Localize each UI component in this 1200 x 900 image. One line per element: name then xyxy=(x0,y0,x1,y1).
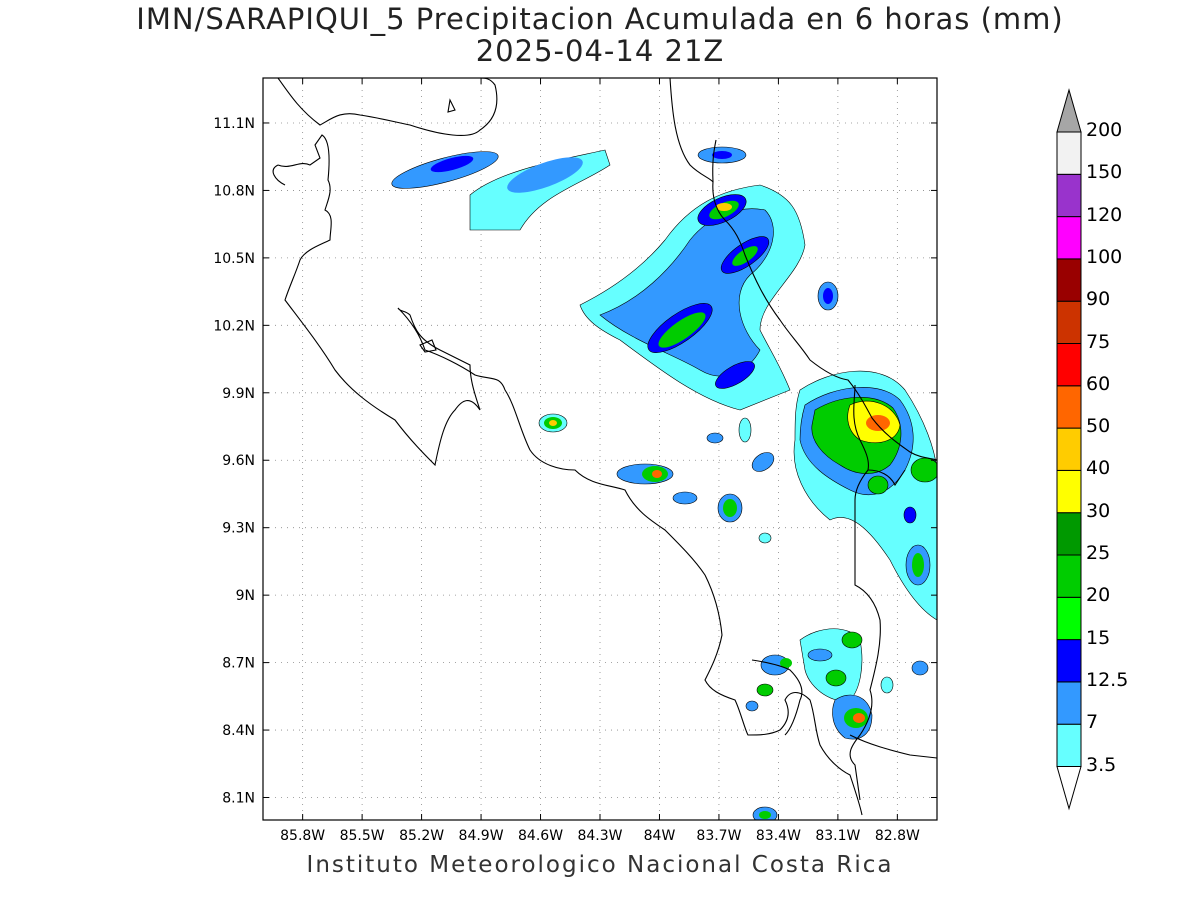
lat-tick-label: 10.2N xyxy=(213,318,255,334)
colorbar-swatch xyxy=(1056,258,1082,302)
colorbar-swatch xyxy=(1056,427,1082,471)
lon-tick-label: 85.8W xyxy=(280,828,325,844)
colorbar-label: 200 xyxy=(1086,119,1123,141)
colorbar-label: 7 xyxy=(1086,711,1099,734)
lon-tick-label: 84.3W xyxy=(577,828,622,844)
map-gridlines xyxy=(263,78,937,820)
colorbar-label: 30 xyxy=(1086,499,1111,522)
coastlines xyxy=(272,78,937,816)
rain-cell xyxy=(752,660,929,820)
colorbar-label: 20 xyxy=(1086,584,1111,607)
axis-ticks: 85.8W 85.5W 85.2W 84.9W 84.6W 84.3W 84W 83.7W 83… xyxy=(213,78,937,844)
colorbar-label: 12.5 xyxy=(1086,668,1129,691)
colorbar-label: 25 xyxy=(1086,542,1111,564)
rain-cell xyxy=(391,151,499,189)
colorbar-label: 150 xyxy=(1086,161,1123,184)
colorbar-label: 40 xyxy=(1086,457,1111,480)
lat-tick-label: 9.6N xyxy=(222,453,255,469)
rain-cell xyxy=(799,628,863,702)
rain-cell xyxy=(616,463,698,505)
lon-tick-label: 82.8W xyxy=(875,828,920,844)
lat-tick-label: 9.3N xyxy=(222,521,255,537)
colorbar-over-triangle xyxy=(1056,88,1082,133)
colorbar-label: 3.5 xyxy=(1086,753,1117,776)
lat-tick-label: 11.1N xyxy=(213,116,255,132)
colorbar-swatch xyxy=(1056,216,1082,260)
colorbar-label: 75 xyxy=(1086,330,1111,353)
lat-tick-label: 10.8N xyxy=(213,183,255,199)
lon-tick-label: 85.5W xyxy=(340,828,385,844)
colorbar-swatch xyxy=(1056,512,1082,556)
map-datetime: 2025-04-14 21Z xyxy=(475,34,725,68)
rain-cell xyxy=(579,184,806,411)
colorbar-label: 90 xyxy=(1086,288,1111,311)
lon-tick-label: 83.7W xyxy=(696,828,741,844)
colorbar-label: 100 xyxy=(1086,245,1123,268)
lon-tick-label: 83.4W xyxy=(756,828,801,844)
colorbar-swatch xyxy=(1056,343,1082,387)
lat-tick-label: 8.1N xyxy=(222,791,255,807)
colorbar-swatch xyxy=(1056,596,1082,641)
colorbar-under-triangle xyxy=(1056,766,1082,811)
colorbar-label: 60 xyxy=(1086,372,1111,395)
lat-tick-label: 9.9N xyxy=(222,386,255,402)
lon-tick-label: 84.6W xyxy=(518,828,563,844)
colorbar-label: 15 xyxy=(1086,626,1111,649)
colorbar-swatch xyxy=(1056,723,1082,768)
colorbar-swatch xyxy=(1056,300,1082,344)
rain-cell xyxy=(538,413,568,433)
lon-tick-label: 84W xyxy=(644,828,676,844)
rain-cell xyxy=(469,149,611,231)
lon-tick-label: 85.2W xyxy=(399,828,444,844)
rain-cell xyxy=(793,370,937,621)
rain-cell xyxy=(706,417,775,544)
lat-tick-label: 9N xyxy=(236,588,255,604)
lon-tick-label: 84.9W xyxy=(459,828,504,844)
map-title: IMN/SARAPIQUI_5 Precipitacion Acumulada … xyxy=(136,2,1064,36)
colorbar-label: 120 xyxy=(1086,203,1123,226)
lat-tick-label: 8.4N xyxy=(222,723,255,739)
colorbar-swatch xyxy=(1056,131,1082,175)
colorbar-swatch xyxy=(1056,385,1082,429)
colorbar-swatch xyxy=(1056,173,1082,218)
colorbar-label: 50 xyxy=(1086,415,1111,438)
rain-cell xyxy=(817,281,839,311)
lat-tick-label: 8.7N xyxy=(222,656,255,672)
colorbar xyxy=(1056,88,1082,811)
precipitation-field xyxy=(391,146,937,820)
rain-cell xyxy=(697,146,747,164)
rain-cell xyxy=(832,694,873,740)
footer-credit: Instituto Meteorologico Nacional Costa R… xyxy=(306,852,894,878)
colorbar-swatch xyxy=(1056,681,1082,725)
lon-tick-label: 83.1W xyxy=(815,828,860,844)
lat-tick-label: 10.5N xyxy=(213,251,255,267)
colorbar-swatch xyxy=(1056,639,1082,683)
colorbar-swatch xyxy=(1056,469,1082,514)
colorbar-swatch xyxy=(1056,554,1082,598)
